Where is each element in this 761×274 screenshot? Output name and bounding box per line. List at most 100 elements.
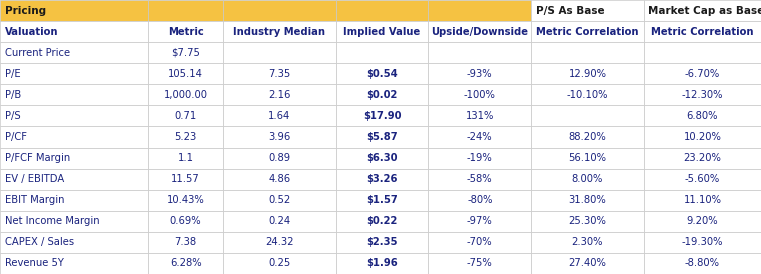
Bar: [644, 190, 761, 211]
Text: 23.20%: 23.20%: [683, 153, 721, 163]
Text: 2.30%: 2.30%: [572, 237, 603, 247]
Text: P/S: P/S: [5, 111, 21, 121]
Bar: [531, 190, 644, 211]
Bar: [223, 147, 336, 169]
Bar: [0, 253, 148, 274]
Bar: [223, 253, 336, 274]
Bar: [428, 211, 531, 232]
Bar: [531, 105, 644, 127]
Bar: [148, 232, 223, 253]
Bar: [644, 105, 761, 127]
Text: 11.57: 11.57: [171, 174, 200, 184]
Text: CAPEX / Sales: CAPEX / Sales: [5, 237, 74, 247]
Bar: [644, 253, 761, 274]
Bar: [531, 127, 644, 147]
Bar: [428, 169, 531, 190]
Bar: [336, 0, 428, 21]
Text: 0.69%: 0.69%: [170, 216, 202, 226]
Bar: [336, 147, 428, 169]
Text: 4.86: 4.86: [268, 174, 291, 184]
Text: $7.75: $7.75: [171, 48, 200, 58]
Bar: [148, 0, 223, 21]
Bar: [0, 63, 148, 84]
Bar: [0, 127, 148, 147]
Text: 6.28%: 6.28%: [170, 258, 202, 269]
Text: Revenue 5Y: Revenue 5Y: [5, 258, 63, 269]
Bar: [531, 211, 644, 232]
Bar: [336, 84, 428, 105]
Bar: [148, 21, 223, 42]
Text: $0.22: $0.22: [366, 216, 398, 226]
Text: $5.87: $5.87: [366, 132, 398, 142]
Text: 0.25: 0.25: [268, 258, 291, 269]
Bar: [531, 0, 644, 21]
Bar: [644, 169, 761, 190]
Text: 10.43%: 10.43%: [167, 195, 205, 205]
Bar: [428, 0, 531, 21]
Text: EBIT Margin: EBIT Margin: [5, 195, 64, 205]
Bar: [148, 190, 223, 211]
Bar: [336, 127, 428, 147]
Bar: [336, 105, 428, 127]
Text: 0.89: 0.89: [268, 153, 291, 163]
Text: 2.16: 2.16: [268, 90, 291, 100]
Text: $2.35: $2.35: [366, 237, 398, 247]
Bar: [0, 190, 148, 211]
Text: 1.64: 1.64: [268, 111, 291, 121]
Text: 10.20%: 10.20%: [683, 132, 721, 142]
Text: Metric Correlation: Metric Correlation: [651, 27, 753, 37]
Bar: [0, 84, 148, 105]
Text: 7.35: 7.35: [268, 69, 291, 79]
Text: Net Income Margin: Net Income Margin: [5, 216, 99, 226]
Text: $1.96: $1.96: [366, 258, 398, 269]
Bar: [531, 42, 644, 63]
Text: 3.96: 3.96: [268, 132, 291, 142]
Text: 12.90%: 12.90%: [568, 69, 607, 79]
Bar: [223, 63, 336, 84]
Bar: [428, 190, 531, 211]
Bar: [148, 211, 223, 232]
Bar: [223, 0, 336, 21]
Bar: [223, 105, 336, 127]
Text: -97%: -97%: [467, 216, 492, 226]
Bar: [148, 127, 223, 147]
Bar: [428, 21, 531, 42]
Text: -6.70%: -6.70%: [685, 69, 720, 79]
Text: $0.02: $0.02: [366, 90, 398, 100]
Bar: [0, 211, 148, 232]
Text: P/E: P/E: [5, 69, 21, 79]
Text: Market Cap as Base: Market Cap as Base: [648, 5, 761, 16]
Bar: [336, 42, 428, 63]
Bar: [336, 190, 428, 211]
Text: 11.10%: 11.10%: [683, 195, 721, 205]
Text: EV / EBITDA: EV / EBITDA: [5, 174, 64, 184]
Text: 24.32: 24.32: [265, 237, 294, 247]
Text: Current Price: Current Price: [5, 48, 70, 58]
Text: Metric: Metric: [168, 27, 203, 37]
Text: 0.52: 0.52: [268, 195, 291, 205]
Bar: [336, 211, 428, 232]
Bar: [428, 105, 531, 127]
Bar: [428, 253, 531, 274]
Bar: [531, 253, 644, 274]
Text: Upside/Downside: Upside/Downside: [431, 27, 528, 37]
Bar: [148, 105, 223, 127]
Text: P/FCF Margin: P/FCF Margin: [5, 153, 70, 163]
Text: 7.38: 7.38: [174, 237, 197, 247]
Text: 56.10%: 56.10%: [568, 153, 607, 163]
Bar: [531, 84, 644, 105]
Text: -58%: -58%: [467, 174, 492, 184]
Bar: [531, 63, 644, 84]
Bar: [223, 169, 336, 190]
Text: 1.1: 1.1: [177, 153, 194, 163]
Text: -93%: -93%: [467, 69, 492, 79]
Text: -12.30%: -12.30%: [682, 90, 723, 100]
Text: Pricing: Pricing: [5, 5, 46, 16]
Bar: [428, 63, 531, 84]
Bar: [531, 147, 644, 169]
Bar: [223, 211, 336, 232]
Bar: [531, 21, 644, 42]
Text: 31.80%: 31.80%: [568, 195, 607, 205]
Text: $17.90: $17.90: [363, 111, 401, 121]
Text: $1.57: $1.57: [366, 195, 398, 205]
